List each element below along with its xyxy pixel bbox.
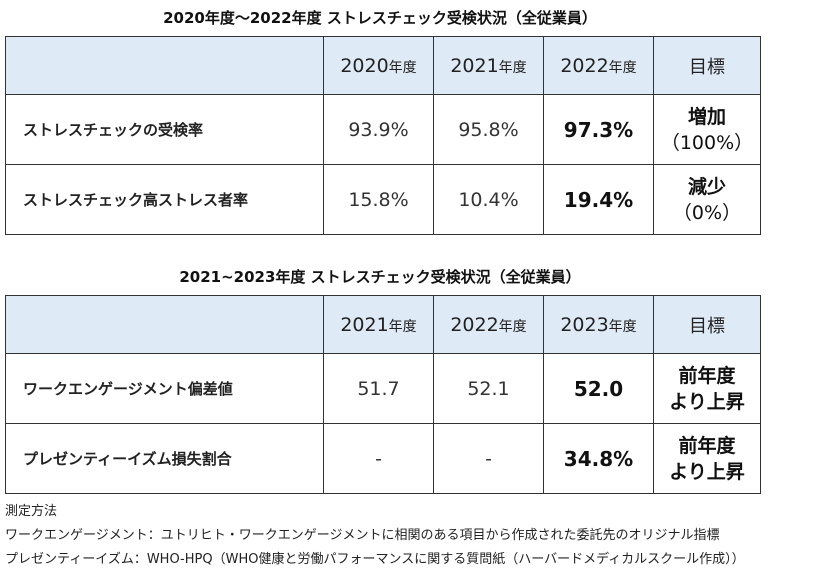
notes-heading: 測定方法 — [5, 504, 58, 519]
row-label: ストレスチェックの受検率 — [5, 94, 324, 165]
table-row: ストレスチェック高ストレス者率 15.8% 10.4% 19.4% 減少 （0%… — [5, 164, 761, 235]
cell-value: - — [323, 423, 434, 494]
header-empty-cell — [5, 295, 324, 354]
cell-value: 52.1 — [433, 353, 544, 424]
header-row: 2020年度 2021年度 2022年度 目標 — [5, 36, 761, 95]
header-year-1: 2020年度 — [323, 36, 434, 95]
measurement-notes: 測定方法 ワークエンゲージメント：ユトリヒト・ワークエンゲージメントに相関のある… — [5, 500, 745, 572]
goal-main: 増加 — [687, 105, 726, 128]
stress-check-table-2020-2022: 2020年度 2021年度 2022年度 目標 ストレスチェックの受検率 93.… — [5, 36, 761, 235]
header-empty-cell — [5, 36, 324, 95]
table-row: ワークエンゲージメント偏差値 51.7 52.1 52.0 前年度 より上昇 — [5, 353, 761, 424]
stress-check-table-2021-2023: 2021年度 2022年度 2023年度 目標 ワークエンゲージメント偏差値 5… — [5, 295, 761, 494]
goal-cell: 前年度 より上昇 — [653, 353, 761, 424]
goal-main: 減少 — [687, 175, 726, 198]
notes-line-presenteeism: プレゼンティーイズム：WHO-HPQ（WHO健康と労働パフォーマンスに関する質問… — [5, 552, 745, 567]
goal-sub: （100%） — [660, 131, 754, 154]
goal-sub: （0%） — [672, 201, 742, 224]
goal-line2: より上昇 — [669, 460, 745, 483]
cell-value-latest: 97.3% — [543, 94, 654, 165]
goal-cell: 減少 （0%） — [653, 164, 761, 235]
header-year-3: 2023年度 — [543, 295, 654, 354]
cell-value: 93.9% — [323, 94, 434, 165]
goal-cell: 増加 （100%） — [653, 94, 761, 165]
goal-line2: より上昇 — [669, 390, 745, 413]
cell-value-latest: 19.4% — [543, 164, 654, 235]
row-label: プレゼンティーイズム損失割合 — [5, 423, 324, 494]
header-year-2: 2021年度 — [433, 36, 544, 95]
header-year-1: 2021年度 — [323, 295, 434, 354]
cell-value: 51.7 — [323, 353, 434, 424]
notes-line-work-engagement: ワークエンゲージメント：ユトリヒト・ワークエンゲージメントに相関のある項目から作… — [5, 528, 720, 543]
goal-line1: 前年度 — [678, 434, 736, 457]
header-row: 2021年度 2022年度 2023年度 目標 — [5, 295, 761, 354]
cell-value: 15.8% — [323, 164, 434, 235]
header-year-2: 2022年度 — [433, 295, 544, 354]
goal-cell: 前年度 より上昇 — [653, 423, 761, 494]
table2-title: 2021~2023年度 ストレスチェック受検状況（全従業員） — [179, 268, 581, 286]
cell-value: 10.4% — [433, 164, 544, 235]
cell-value-latest: 34.8% — [543, 423, 654, 494]
cell-value: 95.8% — [433, 94, 544, 165]
header-year-3: 2022年度 — [543, 36, 654, 95]
header-goal: 目標 — [653, 36, 761, 95]
table-row: プレゼンティーイズム損失割合 - - 34.8% 前年度 より上昇 — [5, 423, 761, 494]
header-goal: 目標 — [653, 295, 761, 354]
row-label: ストレスチェック高ストレス者率 — [5, 164, 324, 235]
goal-line1: 前年度 — [678, 364, 736, 387]
table-row: ストレスチェックの受検率 93.9% 95.8% 97.3% 増加 （100%） — [5, 94, 761, 165]
row-label: ワークエンゲージメント偏差値 — [5, 353, 324, 424]
cell-value: - — [433, 423, 544, 494]
cell-value-latest: 52.0 — [543, 353, 654, 424]
table1-title: 2020年度～2022年度 ストレスチェック受検状況（全従業員） — [163, 9, 597, 27]
